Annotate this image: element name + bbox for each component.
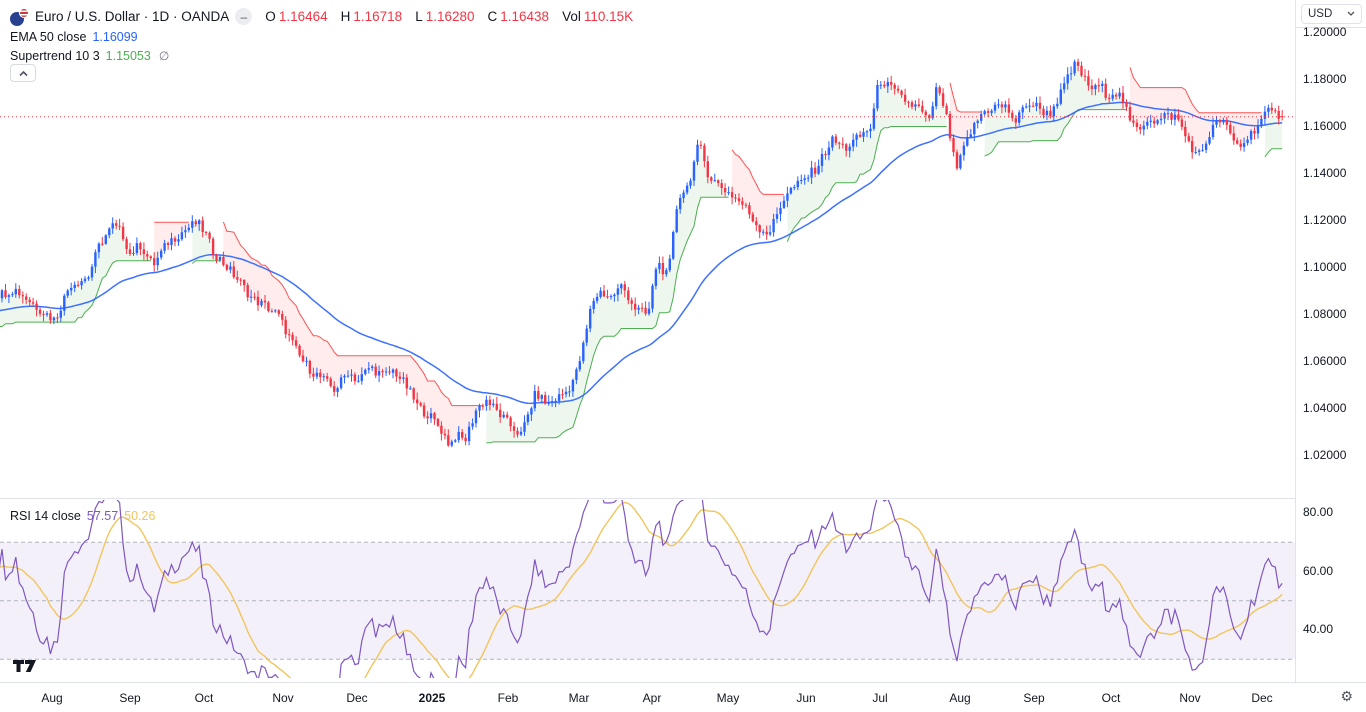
rsi-tick-label: 40.00	[1303, 622, 1334, 636]
tv-logo-icon	[13, 660, 36, 672]
rsi-tick-label: 60.00	[1303, 563, 1334, 578]
time-tick-label: Mar	[568, 691, 590, 705]
price-tick-label: 1.06000	[1303, 354, 1347, 368]
rsi-tick-label: 80.00	[1303, 505, 1334, 519]
time-tick-label: Oct	[1101, 691, 1121, 705]
time-tick-label: Sep	[119, 691, 141, 705]
collapse-symbol-button[interactable]: –	[235, 8, 253, 25]
time-tick-label: Jun	[796, 691, 816, 705]
rsi-chart-canvas[interactable]	[0, 500, 1295, 678]
price-pane[interactable]: Euro / U.S. Dollar · 1D · OANDA – O 1.164…	[0, 0, 1295, 497]
time-tick-label: 2025	[418, 691, 446, 705]
time-tick-label: Apr	[642, 691, 662, 705]
price-scale-header: USD	[1296, 0, 1366, 28]
price-tick-label: 1.10000	[1303, 260, 1347, 274]
gear-icon: ⚙	[1340, 688, 1353, 704]
chevron-up-icon	[18, 70, 28, 76]
tradingview-logo[interactable]	[12, 656, 44, 676]
time-tick-label: Dec	[346, 691, 368, 705]
time-tick-label: Feb	[497, 691, 519, 705]
price-chart-canvas[interactable]	[0, 0, 1295, 497]
chevron-down-icon	[1347, 11, 1355, 16]
minus-icon: –	[240, 9, 248, 24]
rsi-pane[interactable]: RSI 14 close 57.57 50.26	[0, 500, 1295, 678]
time-tick-label: Jul	[872, 691, 888, 705]
price-tick-label: 1.02000	[1303, 448, 1347, 462]
price-tick-label: 1.04000	[1303, 401, 1347, 415]
currency-label: USD	[1308, 7, 1333, 20]
price-tick-label: 1.18000	[1303, 72, 1347, 86]
currency-selector[interactable]: USD	[1301, 3, 1362, 24]
price-tick-label: 1.20000	[1303, 25, 1347, 39]
time-tick-label: Sep	[1023, 691, 1045, 705]
time-tick-label: Oct	[194, 691, 214, 705]
time-tick-label: May	[716, 691, 740, 705]
time-tick-label: Dec	[1251, 691, 1273, 705]
price-tick-label: 1.14000	[1303, 166, 1347, 180]
timescale-settings-button[interactable]: ⚙	[1340, 688, 1353, 705]
time-tick-label: Nov	[1179, 691, 1201, 705]
collapse-legend-button[interactable]	[10, 64, 36, 82]
time-tick-label: Nov	[272, 691, 294, 705]
pane-divider[interactable]	[0, 498, 1295, 499]
time-scale[interactable]: Aug Sep Oct Nov Dec 2025 Feb Mar Apr May Jun Jul Aug…	[0, 682, 1366, 712]
price-tick-label: 1.08000	[1303, 307, 1347, 321]
time-tick-label: Aug	[41, 691, 63, 705]
time-tick-label: Aug	[949, 691, 971, 705]
price-tick-label: 1.12000	[1303, 213, 1347, 227]
price-tick-label: 1.16000	[1303, 119, 1347, 133]
price-scale[interactable]: USD 1.20000 1.18000 1.16000 1.14000 1.12000 1…	[1295, 0, 1366, 682]
